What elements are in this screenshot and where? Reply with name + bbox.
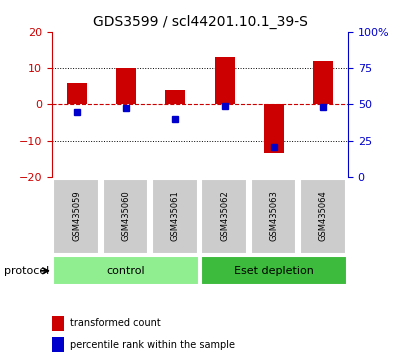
Text: Eset depletion: Eset depletion <box>234 266 314 276</box>
FancyBboxPatch shape <box>54 178 99 254</box>
Bar <box>264 104 284 153</box>
Title: GDS3599 / scl44201.10.1_39-S: GDS3599 / scl44201.10.1_39-S <box>92 15 308 29</box>
Bar <box>314 61 333 104</box>
FancyBboxPatch shape <box>152 178 198 254</box>
Text: GSM435059: GSM435059 <box>72 190 81 241</box>
FancyBboxPatch shape <box>300 178 346 254</box>
Bar <box>52 337 64 352</box>
FancyBboxPatch shape <box>54 256 198 285</box>
Text: GSM435060: GSM435060 <box>122 190 130 241</box>
Text: protocol: protocol <box>4 266 49 276</box>
Bar <box>116 68 136 104</box>
Text: GSM435063: GSM435063 <box>270 190 278 241</box>
Text: control: control <box>107 266 145 276</box>
Text: GSM435061: GSM435061 <box>171 190 180 241</box>
Text: transformed count: transformed count <box>70 318 160 329</box>
Bar <box>215 57 234 104</box>
Bar <box>166 90 185 104</box>
FancyBboxPatch shape <box>202 256 346 285</box>
FancyBboxPatch shape <box>251 178 296 254</box>
Bar <box>67 82 86 104</box>
Text: percentile rank within the sample: percentile rank within the sample <box>70 339 235 350</box>
FancyBboxPatch shape <box>202 178 247 254</box>
Bar <box>52 316 64 331</box>
FancyBboxPatch shape <box>103 178 148 254</box>
Text: GSM435064: GSM435064 <box>319 190 328 241</box>
Text: GSM435062: GSM435062 <box>220 190 229 241</box>
